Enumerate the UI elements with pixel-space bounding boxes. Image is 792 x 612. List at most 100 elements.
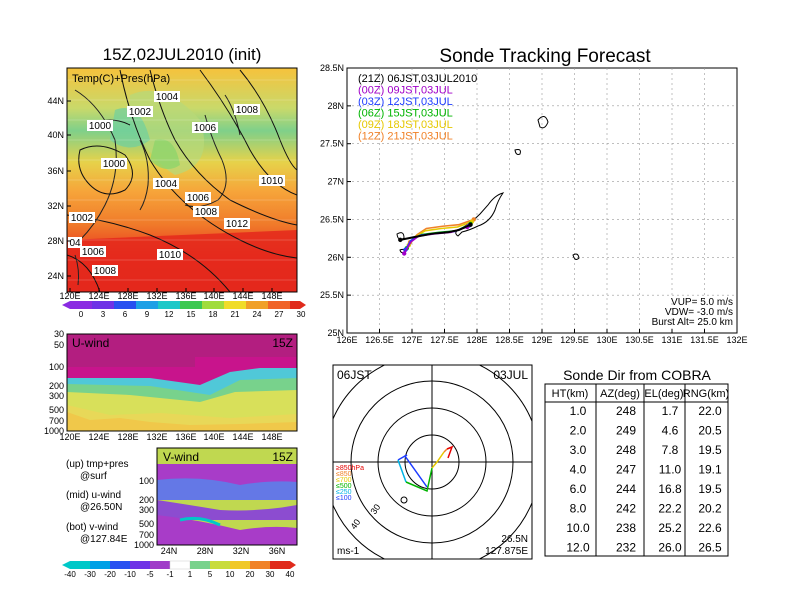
table-cell: 238 xyxy=(616,521,636,535)
u-wind-y-tick: 200 xyxy=(49,381,64,391)
map-lat-tick: 36N xyxy=(47,166,64,176)
table-cell: 20.2 xyxy=(698,502,722,516)
polar-ring-label-40: 40 xyxy=(348,517,362,531)
map-lon-tick: 124E xyxy=(88,291,109,301)
table-header: AZ(deg) xyxy=(600,388,640,400)
polar-lat: 26.5N xyxy=(501,534,528,545)
isobar-label: 1006 xyxy=(187,193,210,204)
isobar-label: 1010 xyxy=(159,250,182,261)
isobar-label: 1002 xyxy=(129,107,152,118)
map-lat-tick: 32N xyxy=(47,201,64,211)
wind-colorbar-label: 20 xyxy=(246,570,255,579)
isobar-label-bg xyxy=(80,246,106,257)
wind-colorbar-label: 10 xyxy=(226,570,235,579)
table-cell: 1.7 xyxy=(662,404,679,418)
polar-level-label: ≤700 xyxy=(336,477,352,484)
map-lon-tick: 120E xyxy=(59,291,80,301)
track-lat-tick: 28N xyxy=(327,101,344,111)
u-wind-x-tick: 128E xyxy=(117,432,138,442)
table-cell: 25.2 xyxy=(658,521,682,535)
wind-colorbar-label: 5 xyxy=(208,570,213,579)
isobar-label: 1004 xyxy=(155,179,178,190)
table-cell: 19.1 xyxy=(698,463,722,477)
isobar-label-bg xyxy=(193,206,219,217)
isobar-label-bg xyxy=(154,91,180,102)
temp-colorbar-label: 3 xyxy=(101,310,106,319)
wind-colorbar-label: 30 xyxy=(266,570,275,579)
table-cell: 16.8 xyxy=(658,482,682,496)
isobar-label-bg xyxy=(127,106,153,117)
isobar-label: 1000 xyxy=(103,159,126,170)
v-wind-y-tick: 300 xyxy=(139,505,154,515)
temp-colorbar-label: 27 xyxy=(275,310,284,319)
temperature-map: Temp(C)+Pres(hPa) 1004 1008 1002 1000 1006 10… xyxy=(47,67,298,301)
table-cell: 4.6 xyxy=(662,424,679,438)
table-cell: 248 xyxy=(616,404,636,418)
track-lat-tick: 25.5N xyxy=(320,290,344,300)
u-wind-y-tick: 50 xyxy=(54,340,64,350)
map-lat-tick: 28N xyxy=(47,236,64,246)
u-wind-y-tick: 30 xyxy=(54,329,64,339)
table-cell: 244 xyxy=(616,482,636,496)
temp-colorbar-label: 18 xyxy=(209,310,218,319)
temp-colorbar-label: 21 xyxy=(231,310,240,319)
table-cell: 4.0 xyxy=(570,463,587,477)
isobar-label-bg xyxy=(69,212,95,223)
isobar-label-bg xyxy=(185,192,211,203)
left-title: 15Z,02JUL2010 (init) xyxy=(103,45,262,64)
track-lon-tick: 129.5E xyxy=(560,335,589,345)
track-legend-entry: (09Z) 18JST,03JUL xyxy=(358,119,453,131)
polar-units: ms-1 xyxy=(337,546,360,557)
v-wind-x-tick: 32N xyxy=(233,546,250,556)
isobar-label: 1006 xyxy=(82,247,105,258)
wind-colorbar-label: 40 xyxy=(286,570,295,579)
table-cell: 249 xyxy=(616,424,636,438)
table-cell: 19.5 xyxy=(698,443,722,457)
isobar-label: 1002 xyxy=(71,213,94,224)
wind-colorbar-label: -30 xyxy=(84,570,96,579)
polar-level-label: ≤250 xyxy=(336,489,352,496)
table-cell: 7.8 xyxy=(662,443,679,457)
track-lon-tick: 131E xyxy=(661,335,682,345)
track-legend-entry: (21Z) 06JST,03JUL2010 xyxy=(358,73,477,85)
isobar-label-bg xyxy=(101,158,127,169)
v-wind-y-tick: 100 xyxy=(139,476,154,486)
wind-colorbar: -40 -30 -20 -10 -5 -1 1 5 10 20 30 40 xyxy=(62,560,296,579)
map-lat-tick: 24N xyxy=(47,271,64,281)
temp-colorbar-label: 9 xyxy=(145,310,150,319)
isobar-label: 1012 xyxy=(226,219,249,230)
track-lat-tick: 27N xyxy=(327,177,344,187)
track-lon-tick: 132E xyxy=(726,335,747,345)
isobar-label: 1006 xyxy=(194,123,217,134)
u-wind-x-tick: 132E xyxy=(146,432,167,442)
track-point xyxy=(468,222,473,227)
map-label: Temp(C)+Pres(hPa) xyxy=(72,73,170,85)
u-wind-x-tick: 140E xyxy=(203,432,224,442)
map-lon-tick: 132E xyxy=(146,291,167,301)
table-cell: 242 xyxy=(616,502,636,516)
polar-level-label: ≤500 xyxy=(336,483,352,490)
isobar-label: 1008 xyxy=(195,207,218,218)
table-cell: 26.0 xyxy=(658,541,682,555)
wind-colorbar-label: 1 xyxy=(188,570,193,579)
u-wind-time: 15Z xyxy=(272,336,293,350)
note-line: (bot) v-wind xyxy=(66,522,118,533)
v-wind-x-tick: 24N xyxy=(161,546,178,556)
table-cell: 20.5 xyxy=(698,424,722,438)
table-header: HT(km) xyxy=(552,388,589,400)
v-wind-y-tick: 200 xyxy=(139,495,154,505)
wind-colorbar-label: -40 xyxy=(64,570,76,579)
map-lon-tick: 128E xyxy=(117,291,138,301)
isobar-label-bg xyxy=(192,122,218,133)
map-lon-tick: 144E xyxy=(232,291,253,301)
track-lon-tick: 129E xyxy=(531,335,552,345)
right-title: Sonde Tracking Forecast xyxy=(439,46,651,67)
polar-level-label: ≤850 xyxy=(336,471,352,478)
table-cell: 232 xyxy=(616,541,636,555)
u-wind-y-tick: 1000 xyxy=(44,426,64,436)
temp-colorbar-label: 15 xyxy=(187,310,196,319)
polar-top-right: 03JUL xyxy=(493,368,528,382)
polar-top-left: 06JST xyxy=(337,368,372,382)
temp-colorbar-label: 6 xyxy=(123,310,128,319)
